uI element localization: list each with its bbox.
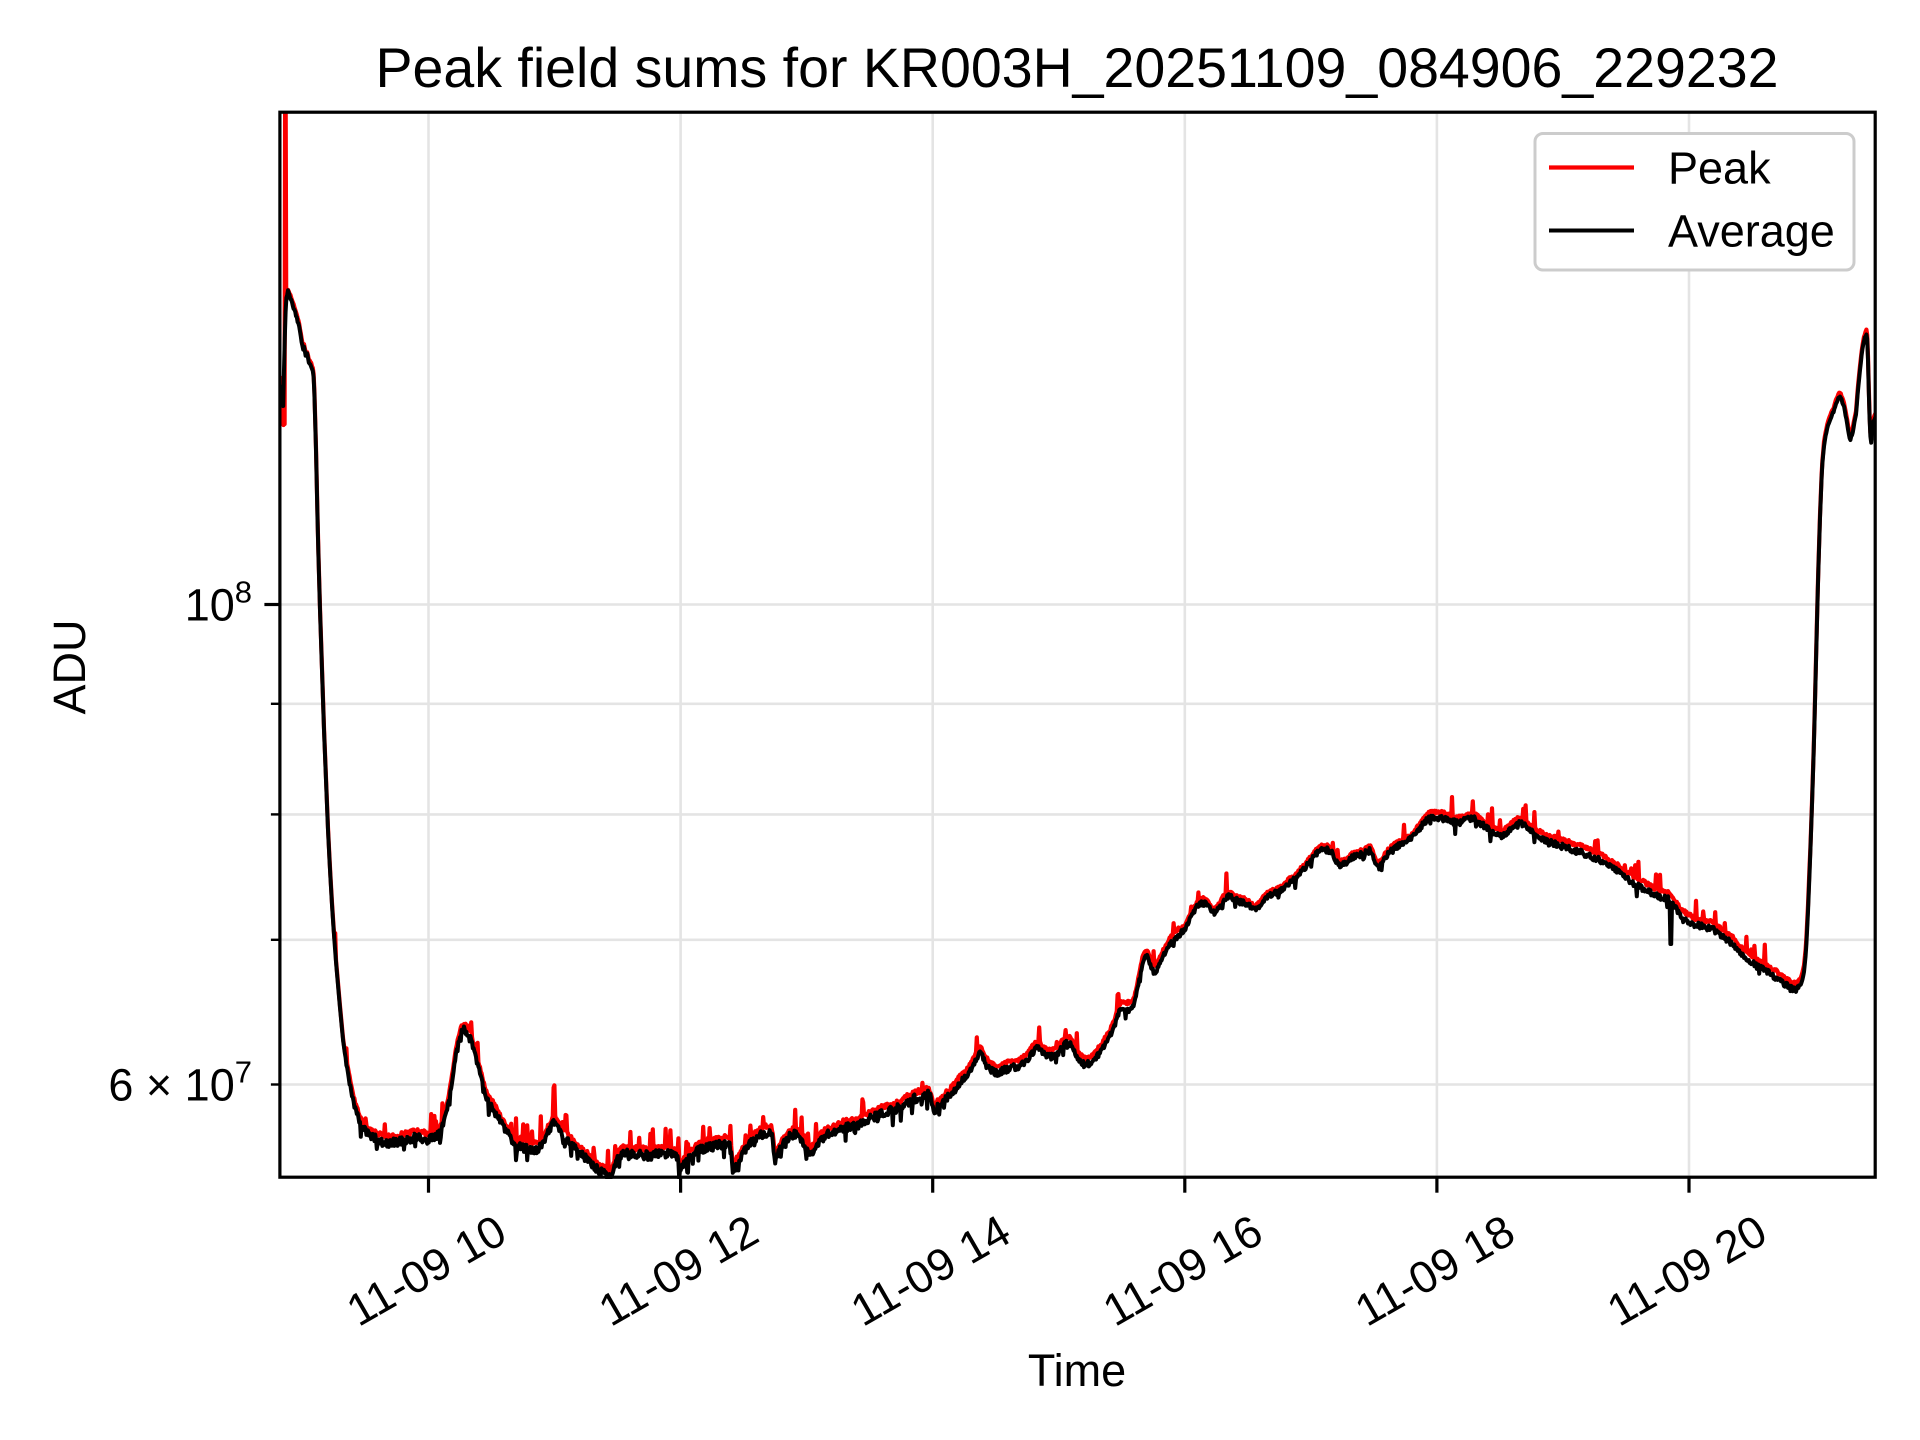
svg-text:Peak: Peak xyxy=(1668,143,1771,194)
svg-text:6 × 107: 6 × 107 xyxy=(108,1055,252,1111)
svg-text:108: 108 xyxy=(185,575,252,631)
svg-text:Time: Time xyxy=(1028,1345,1126,1396)
svg-text:ADU: ADU xyxy=(44,619,95,714)
svg-text:Average: Average xyxy=(1668,206,1835,257)
svg-text:Peak field sums for KR003H_202: Peak field sums for KR003H_20251109_0849… xyxy=(376,37,1779,99)
